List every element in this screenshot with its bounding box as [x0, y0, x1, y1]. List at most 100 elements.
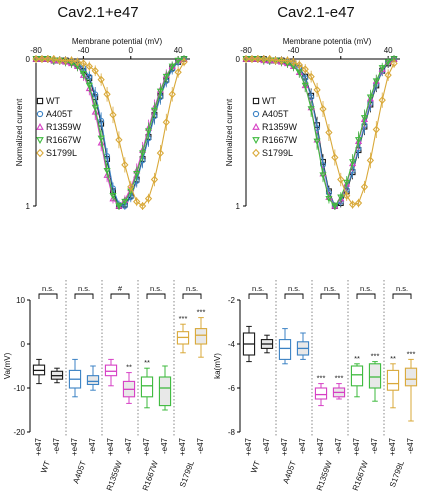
legend-label: R1667W	[46, 135, 82, 145]
data-point	[254, 55, 262, 63]
legend-label: WT	[46, 96, 60, 106]
data-point	[289, 58, 298, 66]
data-point	[115, 203, 123, 210]
condition-label: +e47	[280, 437, 289, 456]
fit-curve-s1799l	[246, 58, 395, 206]
group-label-r1667w: R1667W	[351, 459, 370, 492]
legend-marker	[252, 110, 260, 118]
group-label-r1359w: R1359W	[315, 459, 334, 492]
group-label-r1359w: R1359W	[105, 459, 124, 492]
data-point	[162, 118, 170, 127]
data-point	[38, 55, 46, 63]
y-tick-label: 10	[16, 296, 25, 305]
box-r1667w-minus: -e47	[158, 365, 172, 454]
data-point	[277, 56, 286, 65]
data-point	[384, 71, 392, 80]
data-point	[133, 197, 141, 206]
data-point	[372, 78, 380, 85]
group-label-wt: WT	[249, 459, 262, 474]
y-axis-label: Normalized current	[225, 98, 234, 166]
x-tick-label: 40	[384, 46, 393, 55]
box-iqr	[158, 376, 172, 407]
x-tick-label: 40	[174, 46, 183, 55]
x-tick-label: -40	[288, 46, 300, 55]
data-point	[283, 56, 292, 65]
significance-mark: **	[126, 363, 132, 372]
legend-label: S1799L	[46, 148, 77, 158]
y-tick-label: 1	[236, 202, 241, 211]
data-point	[337, 175, 345, 184]
data-point	[109, 110, 117, 119]
data-point	[121, 160, 129, 169]
group-label-s1799l: S1799L	[178, 459, 196, 489]
data-point	[56, 56, 64, 65]
ka-boxplot: -8-6-4-2ka(mV)+e47 -e47 +e47 -e47***+e47***…	[213, 280, 418, 492]
series-a405t	[243, 55, 398, 210]
comparison-bracket	[248, 293, 268, 299]
data-point	[301, 65, 309, 74]
data-point	[337, 194, 345, 201]
condition-label: +e47	[388, 437, 397, 456]
condition-label: -e47	[88, 437, 97, 454]
data-point	[97, 135, 105, 143]
box-iqr	[368, 363, 382, 389]
box-a405t-plus: +e47	[278, 328, 292, 456]
data-point	[174, 57, 182, 65]
legend-item-a405t: A405T	[36, 109, 73, 119]
condition-label: -e47	[370, 437, 379, 454]
data-point	[180, 56, 188, 63]
box-s1799l-plus: ** +e47	[386, 354, 400, 456]
condition-label: -e47	[406, 437, 415, 454]
data-point	[354, 137, 363, 144]
data-point	[295, 60, 303, 69]
data-point	[150, 175, 159, 184]
comparison-bracket	[356, 293, 376, 299]
condition-label: +e47	[142, 437, 151, 456]
box-wt-plus: +e47	[32, 358, 46, 456]
box-r1359w-plus: *** +e47	[314, 374, 328, 456]
data-point	[92, 91, 99, 98]
data-point	[133, 170, 141, 178]
y-tick-label: 0	[26, 55, 31, 64]
data-point	[138, 202, 147, 210]
comparison-label: n.s.	[252, 284, 264, 293]
legend-marker	[252, 137, 260, 145]
series-r1359w	[242, 55, 398, 210]
data-point	[103, 168, 111, 175]
box-iqr	[86, 375, 100, 386]
data-point	[366, 94, 374, 102]
left-title: Cav2.1+e47	[57, 4, 138, 21]
group-label-a405t: A405T	[71, 460, 88, 485]
legend-marker	[36, 148, 44, 158]
fit-curve-r1667w	[36, 58, 185, 207]
data-point	[378, 65, 386, 72]
significance-mark: ***	[317, 374, 326, 383]
data-point	[343, 191, 351, 200]
legend-label: S1799L	[262, 148, 293, 158]
legend-label: R1667W	[262, 135, 298, 145]
y-tick-label: -6	[228, 384, 236, 393]
data-point	[271, 56, 280, 65]
data-point	[156, 149, 165, 158]
comparison-bracket	[146, 293, 166, 299]
data-point	[50, 55, 58, 63]
data-point	[109, 193, 117, 200]
data-point	[313, 138, 321, 146]
data-point	[139, 150, 147, 157]
data-point	[44, 55, 52, 63]
comparison-bracket	[392, 293, 412, 299]
group-label-wt: WT	[39, 459, 52, 474]
data-point	[349, 159, 357, 166]
data-point	[319, 105, 327, 113]
significance-mark: ***	[335, 374, 344, 383]
box-s1799l-minus: *** -e47	[194, 308, 208, 454]
box-r1667w-plus: ** +e47	[350, 354, 364, 456]
data-point	[354, 199, 363, 207]
y-tick-label: 0	[21, 340, 26, 349]
box-wt-minus: -e47	[50, 367, 64, 454]
iv-plot-plus-e47: -80 -40 0 40 0 1 Membrane potential (mV) Normal…	[15, 37, 190, 211]
data-point	[168, 63, 176, 71]
data-point	[85, 82, 93, 90]
condition-label: +e47	[352, 437, 361, 456]
condition-label: +e47	[70, 437, 79, 456]
